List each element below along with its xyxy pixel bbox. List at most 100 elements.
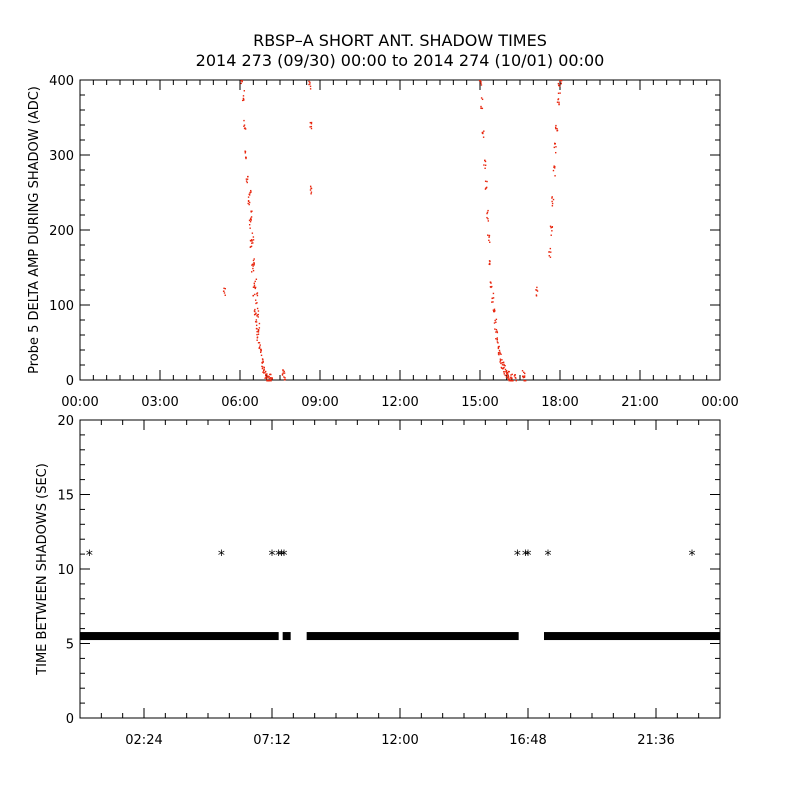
data-point bbox=[310, 191, 313, 193]
data-point bbox=[495, 328, 498, 331]
data-point bbox=[257, 316, 259, 318]
data-point bbox=[253, 262, 255, 264]
data-point bbox=[262, 361, 264, 363]
data-point bbox=[266, 379, 268, 381]
data-point bbox=[560, 82, 562, 85]
data-point bbox=[268, 380, 270, 382]
data-point bbox=[482, 136, 485, 138]
data-point bbox=[500, 353, 502, 355]
data-point bbox=[479, 80, 481, 82]
data-point bbox=[261, 365, 263, 368]
data-point bbox=[499, 352, 501, 355]
data-point bbox=[492, 292, 495, 295]
data-point bbox=[503, 373, 505, 375]
data-point bbox=[250, 217, 252, 219]
data-point bbox=[284, 378, 287, 381]
data-point bbox=[248, 193, 250, 196]
data-point bbox=[255, 327, 258, 330]
data-point bbox=[247, 202, 249, 205]
data-point bbox=[254, 313, 257, 315]
data-point bbox=[254, 287, 256, 290]
data-point bbox=[557, 84, 560, 87]
data-point bbox=[256, 293, 258, 295]
data-point bbox=[493, 310, 495, 313]
data-point bbox=[504, 374, 506, 377]
data-point bbox=[253, 258, 255, 260]
data-point bbox=[283, 370, 285, 373]
baseline-band bbox=[306, 632, 519, 641]
data-point bbox=[510, 377, 512, 379]
data-point bbox=[494, 319, 496, 322]
data-point bbox=[503, 366, 505, 369]
plot-frame bbox=[79, 79, 721, 381]
data-point bbox=[558, 101, 560, 104]
data-point bbox=[253, 282, 256, 285]
data-point bbox=[485, 187, 487, 190]
data-point bbox=[504, 364, 506, 367]
data-point bbox=[549, 247, 552, 250]
data-point bbox=[536, 290, 539, 292]
chart-subtitle: 2014 273 (09/30) 00:00 to 2014 274 (10/0… bbox=[195, 51, 605, 70]
data-point bbox=[551, 202, 554, 205]
data-point bbox=[271, 377, 273, 379]
data-point bbox=[309, 121, 312, 124]
data-point bbox=[308, 80, 310, 83]
data-point bbox=[257, 342, 260, 344]
data-point bbox=[255, 324, 258, 327]
data-point bbox=[499, 358, 502, 360]
data-point bbox=[245, 178, 248, 180]
data-point bbox=[484, 167, 486, 169]
data-point bbox=[560, 80, 563, 82]
data-point bbox=[489, 281, 492, 283]
data-point bbox=[258, 322, 261, 325]
y-tick-label: 10 bbox=[57, 563, 74, 578]
data-point bbox=[483, 164, 485, 166]
data-point bbox=[250, 191, 252, 193]
data-point bbox=[309, 126, 311, 128]
data-point bbox=[256, 330, 258, 333]
data-point bbox=[480, 82, 482, 85]
data-point bbox=[249, 192, 251, 194]
data-point bbox=[495, 338, 497, 340]
data-point bbox=[268, 376, 270, 378]
data-point bbox=[554, 143, 556, 145]
data-point bbox=[522, 375, 524, 378]
data-point bbox=[265, 374, 267, 377]
data-point bbox=[504, 371, 506, 373]
data-point bbox=[508, 378, 510, 381]
x-tick-label: 07:12 bbox=[253, 733, 290, 748]
data-point bbox=[258, 327, 261, 329]
data-point bbox=[248, 223, 251, 226]
data-point bbox=[282, 372, 284, 374]
data-point bbox=[480, 81, 482, 83]
data-point bbox=[535, 294, 538, 296]
data-point bbox=[245, 157, 247, 160]
x-tick-label: 02:24 bbox=[125, 733, 162, 748]
data-point bbox=[248, 219, 251, 222]
data-point bbox=[263, 368, 265, 370]
data-point bbox=[251, 232, 254, 234]
data-point bbox=[247, 196, 250, 198]
data-point bbox=[485, 186, 488, 189]
data-point bbox=[243, 90, 246, 92]
data-point bbox=[491, 297, 493, 300]
data-point bbox=[495, 318, 498, 321]
data-point bbox=[492, 301, 494, 303]
data-point bbox=[500, 362, 502, 365]
data-point bbox=[309, 81, 311, 84]
data-point bbox=[255, 319, 258, 321]
data-point bbox=[283, 379, 286, 381]
data-point bbox=[510, 376, 512, 378]
data-point bbox=[496, 330, 498, 333]
data-point bbox=[248, 201, 251, 204]
data-point bbox=[250, 219, 252, 221]
y-tick-label: 0 bbox=[66, 374, 74, 389]
data-point bbox=[500, 366, 503, 369]
data-point bbox=[255, 312, 257, 314]
data-point bbox=[551, 230, 553, 232]
data-point bbox=[555, 124, 557, 127]
data-point bbox=[267, 376, 269, 378]
data-point bbox=[496, 339, 498, 341]
data-point bbox=[524, 380, 526, 382]
data-point bbox=[266, 380, 268, 382]
